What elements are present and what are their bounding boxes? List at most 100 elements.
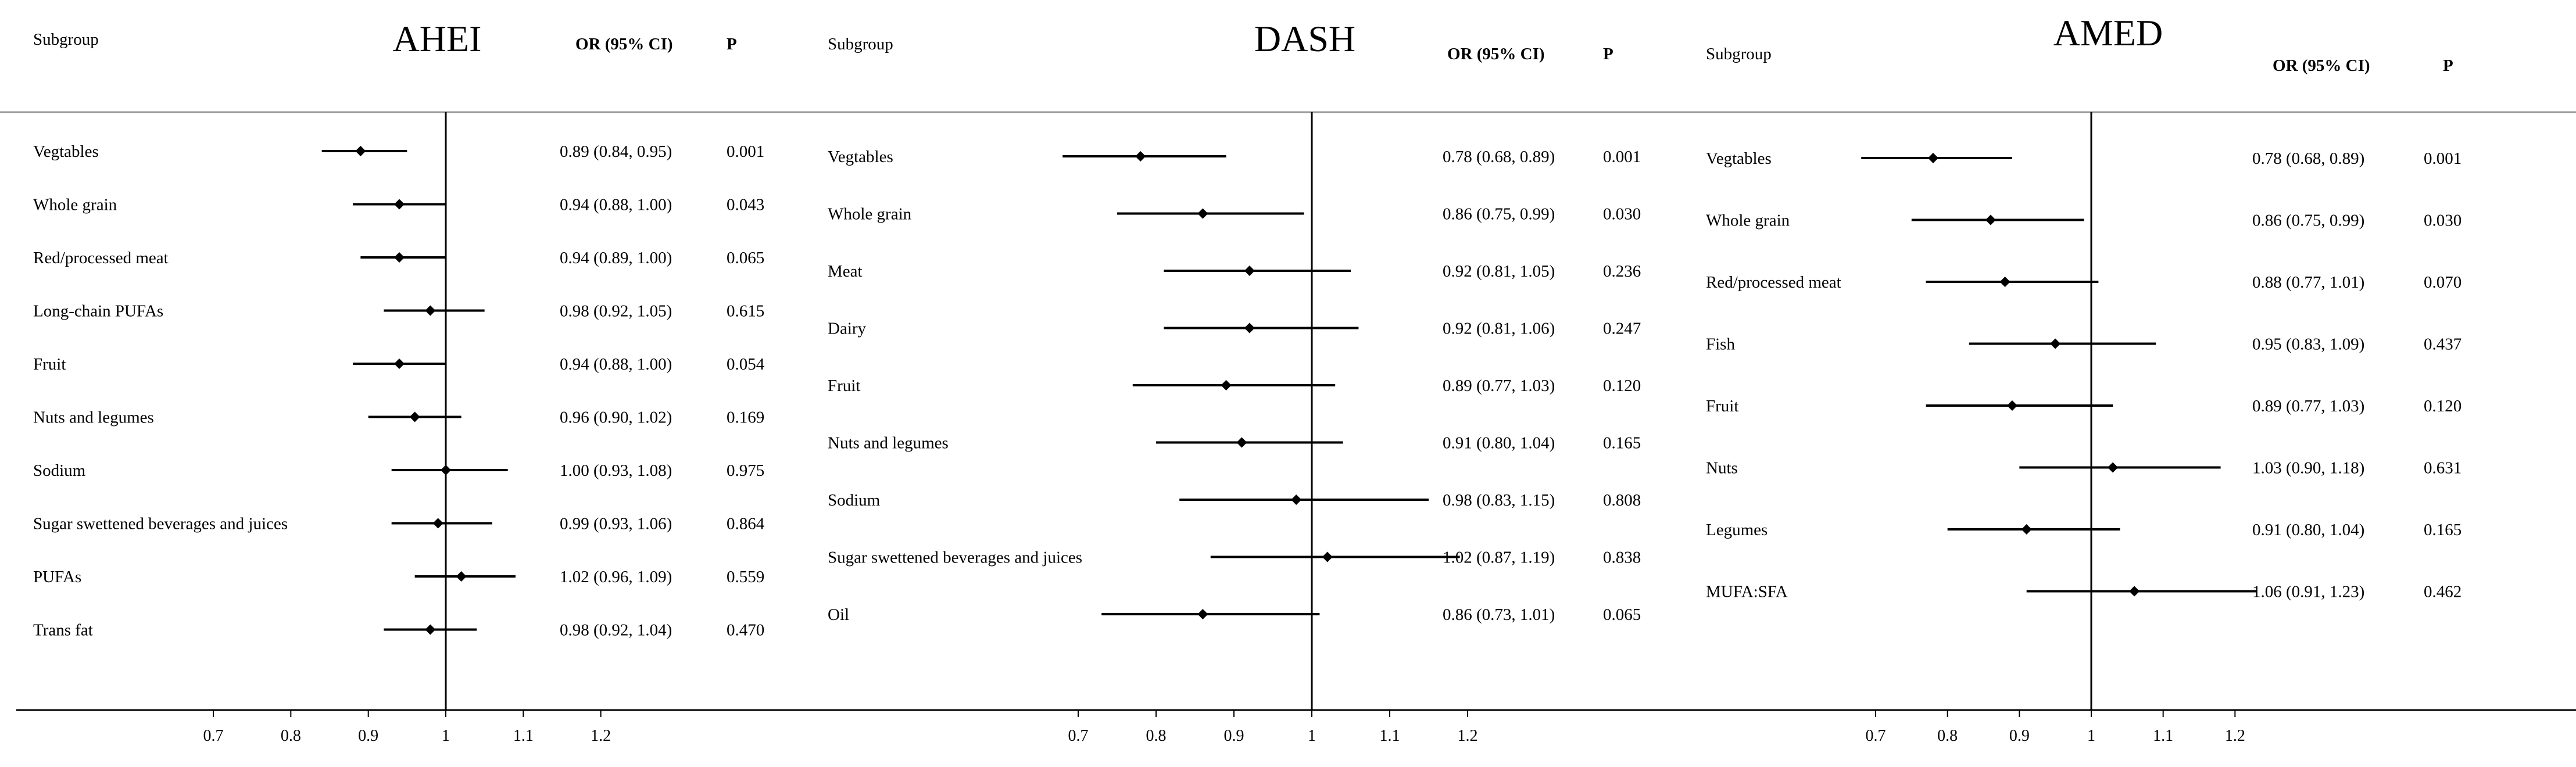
p-value: 0.975	[727, 461, 764, 480]
panel-amed: Subgroup AMED OR (95% CI) P Vegtables 0.7…	[1706, 12, 2461, 745]
or-ci-value: 0.92 (0.81, 1.05)	[1443, 262, 1555, 281]
subgroup-label: Meat	[828, 262, 863, 281]
x-tick-label: 0.8	[281, 727, 301, 745]
point-estimate-marker	[1322, 551, 1333, 562]
table-row: Sodium 1.00 (0.93, 1.08) 0.975	[33, 461, 764, 480]
x-tick-label: 0.8	[1146, 727, 1167, 745]
p-value: 0.065	[1603, 605, 1641, 624]
table-row: Red/processed meat 0.94 (0.89, 1.00) 0.065	[33, 249, 764, 267]
point-estimate-marker	[425, 305, 436, 316]
x-tick-label: 1.2	[591, 727, 611, 745]
x-ticks-amed: 0.7 0.8 0.9 1 1.1 1.2	[1866, 710, 2245, 745]
point-estimate-marker	[1291, 494, 1302, 505]
p-value: 0.808	[1603, 491, 1641, 510]
x-tick-label: 0.8	[1937, 727, 1958, 745]
table-row: Sugar swettened beverages and juices 0.99…	[33, 515, 765, 533]
subgroup-label: Nuts and legumes	[33, 408, 154, 427]
table-row: Trans fat 0.98 (0.92, 1.04) 0.470	[33, 621, 764, 640]
point-estimate-marker	[2129, 586, 2140, 597]
subgroup-header: Subgroup	[33, 30, 99, 49]
point-estimate-marker	[1135, 151, 1146, 162]
x-tick-label: 0.9	[2009, 727, 2030, 745]
p-header: P	[1603, 45, 1613, 63]
p-value: 0.001	[727, 142, 764, 161]
p-value: 0.120	[2424, 397, 2461, 415]
subgroup-label: Long-chain PUFAs	[33, 302, 163, 321]
p-value: 0.559	[727, 568, 764, 586]
p-value: 0.864	[727, 515, 765, 533]
x-tick-label: 0.9	[358, 727, 378, 745]
or-ci-value: 1.06 (0.91, 1.23)	[2252, 583, 2364, 601]
or-ci-value: 0.78 (0.68, 0.89)	[1443, 148, 1555, 166]
subgroup-label: Trans fat	[33, 621, 93, 640]
or-ci-value: 0.94 (0.88, 1.00)	[560, 196, 672, 214]
table-row: Red/processed meat 0.88 (0.77, 1.01) 0.070	[1706, 273, 2461, 292]
or-ci-value: 0.88 (0.77, 1.01)	[2252, 273, 2364, 292]
subgroup-header: Subgroup	[828, 35, 893, 53]
point-estimate-marker	[2006, 400, 2017, 411]
table-row: MUFA:SFA 1.06 (0.91, 1.23) 0.462	[1706, 583, 2461, 601]
subgroup-header: Subgroup	[1706, 45, 1772, 63]
subgroup-label: Sugar swettened beverages and juices	[33, 515, 288, 533]
panel-dash: Subgroup DASH OR (95% CI) P Vegtables 0.7…	[828, 18, 1641, 745]
or-ci-value: 0.86 (0.73, 1.01)	[1443, 605, 1555, 624]
p-value: 0.838	[1603, 549, 1641, 567]
point-estimate-marker	[456, 571, 467, 582]
p-header: P	[2443, 56, 2453, 75]
x-tick-label: 1.1	[513, 727, 534, 745]
or-ci-value: 0.89 (0.84, 0.95)	[560, 142, 672, 161]
x-tick-label: 1	[1308, 727, 1316, 745]
point-estimate-marker	[1236, 437, 1247, 448]
or-ci-value: 0.99 (0.93, 1.06)	[560, 515, 672, 533]
x-tick-label: 1	[442, 727, 450, 745]
or-ci-value: 1.02 (0.96, 1.09)	[560, 568, 672, 586]
subgroup-label: Vegtables	[33, 142, 99, 161]
p-value: 0.247	[1603, 320, 1641, 338]
or-ci-value: 0.94 (0.89, 1.00)	[560, 249, 672, 267]
or-ci-value: 0.95 (0.83, 1.09)	[2252, 335, 2364, 354]
point-estimate-marker	[1244, 266, 1255, 276]
table-row: Oil 0.86 (0.73, 1.01) 0.065	[828, 605, 1641, 624]
or-ci-value: 0.86 (0.75, 0.99)	[2252, 212, 2364, 230]
x-tick-label: 1.1	[1380, 727, 1400, 745]
panel-title: AMED	[2053, 12, 2163, 53]
p-value: 0.437	[2424, 335, 2461, 354]
subgroup-label: Dairy	[828, 320, 867, 338]
p-value: 0.001	[2424, 149, 2461, 168]
p-value: 0.070	[2424, 273, 2461, 292]
table-row: Long-chain PUFAs 0.98 (0.92, 1.05) 0.615	[33, 302, 764, 321]
or-ci-value: 0.92 (0.81, 1.06)	[1443, 320, 1555, 338]
subgroup-label: Vegtables	[1706, 149, 1772, 168]
or-ci-value: 0.98 (0.92, 1.04)	[560, 621, 672, 640]
subgroup-label: Sodium	[33, 461, 86, 480]
table-row: Fruit 0.94 (0.88, 1.00) 0.054	[33, 355, 765, 374]
table-row: Dairy 0.92 (0.81, 1.06) 0.247	[828, 320, 1641, 338]
p-value: 0.165	[2424, 521, 2461, 539]
subgroup-label: Whole grain	[1706, 212, 1790, 230]
point-estimate-marker	[425, 624, 436, 635]
or-ci-value: 1.02 (0.87, 1.19)	[1443, 549, 1555, 567]
x-tick-label: 0.9	[1224, 727, 1244, 745]
table-row: Fish 0.95 (0.83, 1.09) 0.437	[1706, 335, 2461, 354]
panel-title: AHEI	[393, 18, 482, 59]
p-value: 0.043	[727, 196, 764, 214]
or-ci-value: 0.91 (0.80, 1.04)	[2252, 521, 2364, 539]
point-estimate-marker	[409, 411, 420, 422]
panel-ahei: Subgroup AHEI OR (95% CI) P Vegtables 0.8…	[33, 18, 765, 745]
x-tick-label: 1	[2087, 727, 2095, 745]
table-row: Vegtables 0.78 (0.68, 0.89) 0.001	[828, 148, 1641, 166]
subgroup-label: Legumes	[1706, 521, 1768, 539]
point-estimate-marker	[2108, 462, 2119, 473]
point-estimate-marker	[432, 518, 443, 529]
subgroup-label: Oil	[828, 605, 849, 624]
subgroup-label: Whole grain	[828, 205, 912, 224]
point-estimate-marker	[1244, 322, 1255, 334]
x-tick-label: 1.1	[2153, 727, 2173, 745]
point-estimate-marker	[1999, 277, 2010, 287]
point-estimate-marker	[1197, 208, 1208, 219]
p-value: 0.001	[1603, 148, 1641, 166]
subgroup-label: Nuts	[1706, 459, 1738, 478]
rows-amed: Vegtables 0.78 (0.68, 0.89) 0.001 Whole gra…	[1706, 149, 2461, 601]
subgroup-label: PUFAs	[33, 568, 81, 586]
